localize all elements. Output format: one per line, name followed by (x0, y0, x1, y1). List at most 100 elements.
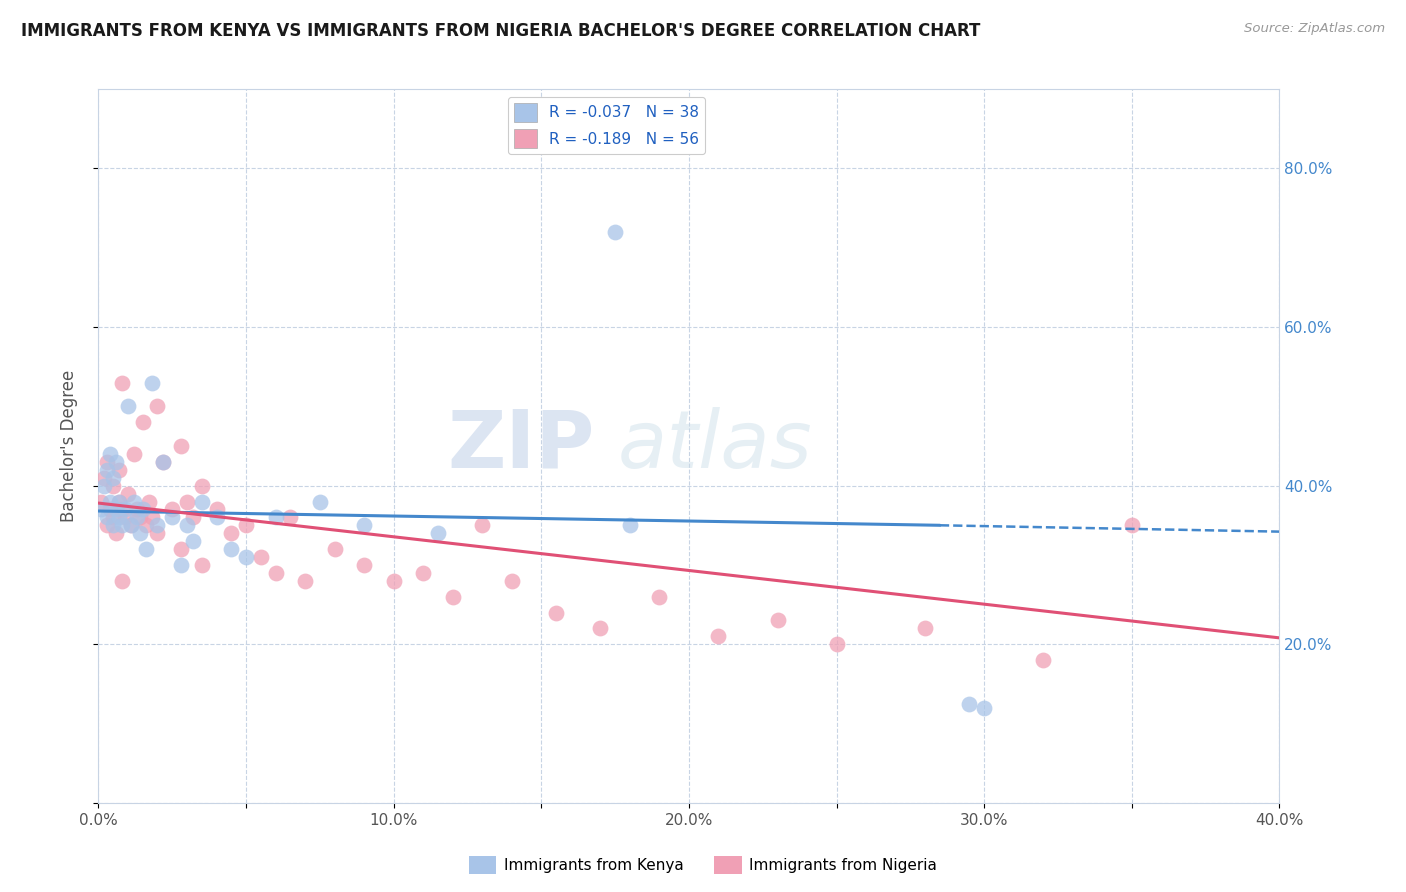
Point (135, 518, 157, 533)
Point (162, 502, 183, 516)
Point (128, 526, 150, 541)
Point (1032, 653, 1054, 667)
Point (103, 518, 125, 533)
Point (914, 621, 936, 635)
Point (146, 526, 169, 541)
Point (138, 494, 160, 508)
Point (103, 510, 125, 524)
Point (1121, 518, 1143, 533)
Point (103, 478, 125, 492)
Point (108, 463, 131, 477)
Text: Source: ZipAtlas.com: Source: ZipAtlas.com (1244, 22, 1385, 36)
Point (128, 510, 150, 524)
Point (170, 542, 193, 557)
Point (648, 590, 671, 604)
Point (264, 510, 287, 524)
Point (141, 376, 163, 390)
Point (90, 502, 112, 516)
Point (98, 447, 121, 461)
Point (205, 502, 228, 516)
Point (176, 494, 198, 508)
Text: IMMIGRANTS FROM KENYA VS IMMIGRANTS FROM NIGERIA BACHELOR'S DEGREE CORRELATION C: IMMIGRANTS FROM KENYA VS IMMIGRANTS FROM… (21, 22, 980, 40)
Point (825, 637, 848, 651)
Point (96, 463, 118, 477)
Point (105, 526, 128, 541)
Point (589, 621, 612, 635)
Point (132, 502, 155, 516)
Point (181, 510, 204, 524)
Point (135, 542, 157, 557)
Point (191, 478, 214, 492)
Point (90, 494, 112, 508)
Point (108, 494, 131, 508)
Point (114, 510, 136, 524)
Point (441, 590, 464, 604)
Point (219, 542, 242, 557)
Text: ZIP: ZIP (447, 407, 595, 485)
Point (309, 494, 332, 508)
Point (501, 574, 523, 588)
Point (707, 629, 730, 643)
Point (170, 558, 193, 572)
Point (471, 518, 494, 533)
Point (105, 455, 128, 469)
Legend: R = -0.037   N = 38, R = -0.189   N = 56: R = -0.037 N = 38, R = -0.189 N = 56 (508, 97, 704, 154)
Point (973, 700, 995, 714)
Point (235, 549, 257, 564)
Point (105, 502, 128, 516)
Point (122, 447, 145, 461)
Point (111, 518, 134, 533)
Point (125, 502, 148, 516)
Point (264, 566, 287, 580)
Point (152, 455, 174, 469)
Point (93, 478, 115, 492)
Point (103, 471, 125, 485)
Point (412, 566, 434, 580)
Point (323, 542, 346, 557)
Point (162, 510, 183, 524)
Point (191, 558, 214, 572)
Point (427, 526, 450, 541)
Point (111, 376, 134, 390)
Point (294, 574, 316, 588)
Point (96, 510, 118, 524)
Point (152, 455, 174, 469)
Point (176, 518, 198, 533)
Point (114, 502, 136, 516)
Point (111, 502, 134, 516)
Point (122, 494, 145, 508)
Point (278, 510, 302, 524)
Point (250, 549, 273, 564)
Legend: Immigrants from Kenya, Immigrants from Nigeria: Immigrants from Kenya, Immigrants from N… (463, 850, 943, 880)
Point (235, 518, 257, 533)
Point (96, 455, 118, 469)
Point (546, 606, 568, 620)
Point (353, 518, 375, 533)
Point (125, 510, 148, 524)
Point (98, 494, 121, 508)
Point (619, 518, 641, 533)
Point (353, 558, 375, 572)
Point (959, 697, 981, 711)
Point (766, 614, 789, 628)
Y-axis label: Bachelor's Degree: Bachelor's Degree (59, 370, 77, 522)
Point (96, 518, 118, 533)
Point (141, 510, 163, 524)
Point (132, 415, 155, 429)
Point (382, 574, 405, 588)
Point (191, 494, 214, 508)
Point (108, 510, 131, 524)
Point (146, 400, 169, 414)
Point (605, 225, 627, 239)
Point (120, 518, 142, 533)
Point (93, 471, 115, 485)
Point (205, 510, 228, 524)
Point (117, 400, 139, 414)
Point (181, 534, 204, 549)
Point (120, 518, 142, 533)
Point (111, 574, 134, 588)
Point (117, 486, 139, 500)
Point (170, 439, 193, 453)
Point (146, 518, 169, 533)
Point (108, 494, 131, 508)
